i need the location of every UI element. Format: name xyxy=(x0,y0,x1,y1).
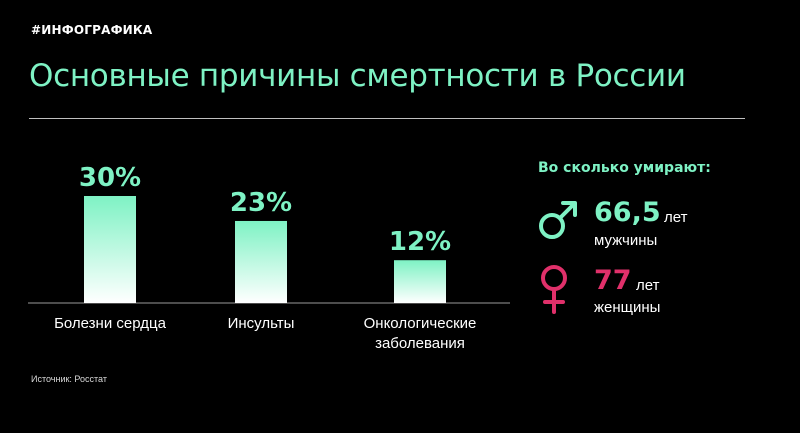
category-label-1: Болезни сердца xyxy=(54,315,167,332)
category-label-3: Онкологические заболевания xyxy=(364,315,477,352)
male-label: мужчины xyxy=(594,232,658,249)
female-symbol-icon xyxy=(541,265,567,314)
male-lifespan-unit: лет xyxy=(664,209,688,226)
mortality-bar-chart: 30% Болезни сердца 23% Инсульты 12% Онкологич… xyxy=(28,163,510,352)
bar-1 xyxy=(84,196,136,303)
female-label: женщины xyxy=(594,299,661,316)
lifespan-heading: Во сколько умирают: xyxy=(538,160,711,176)
source-note: Источник: Росстат xyxy=(31,374,107,384)
male-lifespan-value: 66,5 xyxy=(594,197,661,228)
page-title: Основные причины смертности в России xyxy=(29,58,686,94)
bar-value-label-3: 12% xyxy=(389,227,451,257)
bar-2 xyxy=(235,220,287,303)
male-symbol-icon xyxy=(539,201,577,239)
category-label-2: Инсульты xyxy=(228,315,295,332)
bar-value-label-1: 30% xyxy=(79,163,141,193)
bar-value-label-2: 23% xyxy=(230,188,292,218)
hashtag-label: #ИНФОГРАФИКА xyxy=(31,23,153,37)
bar-3 xyxy=(394,260,446,303)
title-divider xyxy=(29,118,745,119)
female-lifespan-value: 77 xyxy=(594,265,632,296)
female-lifespan-unit: лет xyxy=(636,277,660,294)
